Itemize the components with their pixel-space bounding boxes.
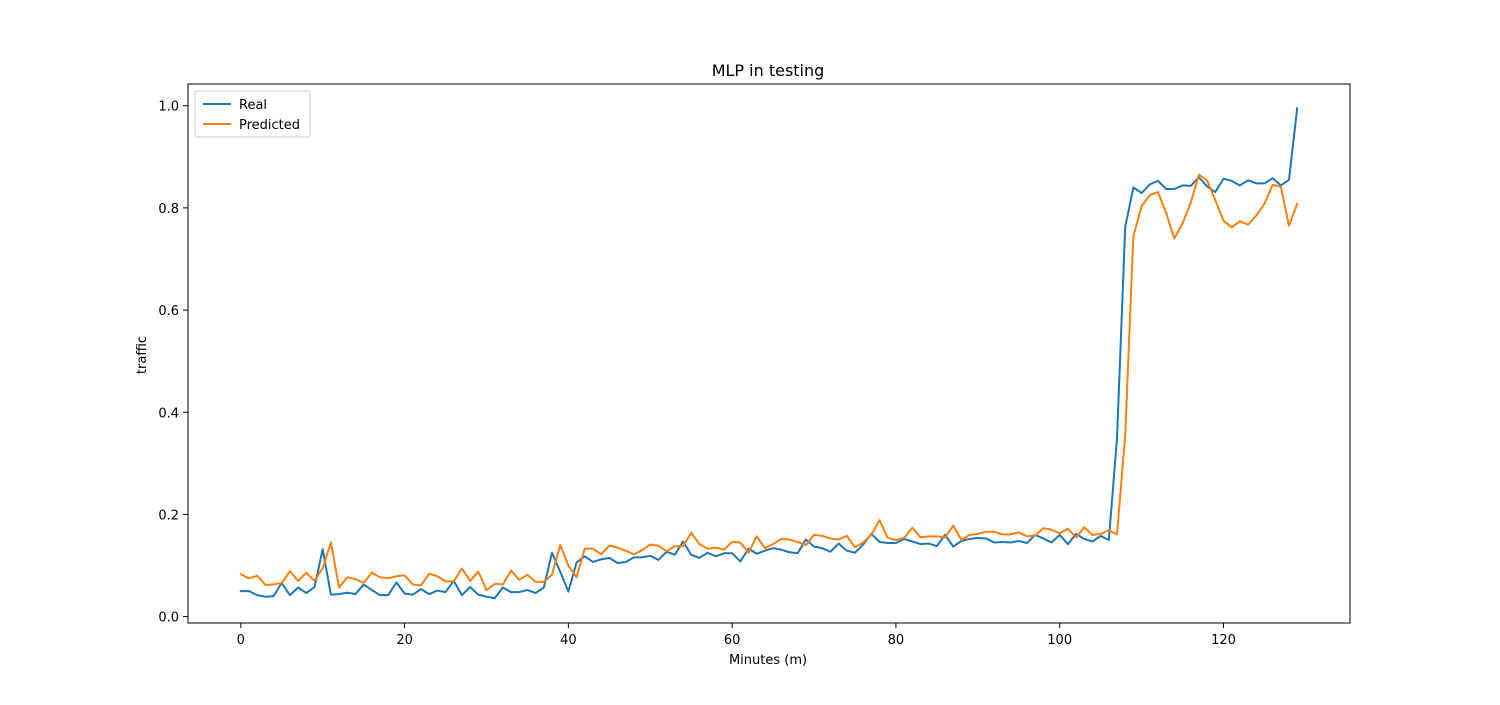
y-axis-label: traffic: [135, 336, 150, 374]
legend-label-predicted: Predicted: [239, 118, 300, 133]
plot-area: 0 20 40 60 80 100 120 0.0 0.2 0.4 0.6 0.8 1.0 Real Pre…: [158, 83, 1351, 648]
x-tick-label: 60: [724, 633, 741, 648]
y-tick-label: 0.0: [158, 611, 179, 626]
axes-frame: [187, 83, 1351, 624]
legend-label-real: Real: [239, 98, 267, 113]
y-tick-label: 0.8: [158, 202, 179, 217]
x-tick-label: 20: [396, 633, 413, 648]
x-tick-label: 40: [560, 633, 577, 648]
x-tick-label: 0: [237, 633, 245, 648]
x-tick-label: 80: [888, 633, 905, 648]
series-line-predicted: [239, 173, 1299, 592]
x-tick-label: 100: [1047, 633, 1072, 648]
x-axis-label: Minutes (m): [729, 653, 807, 668]
y-tick-label: 1.0: [158, 100, 179, 115]
x-tick-label: 120: [1211, 633, 1236, 648]
y-tick-label: 0.4: [158, 406, 179, 421]
series-line-real: [239, 107, 1299, 600]
y-tick-label: 0.6: [158, 304, 179, 319]
chart-title: MLP in testing: [712, 61, 825, 80]
y-tick-label: 0.2: [158, 508, 179, 523]
legend-box: [194, 90, 311, 138]
